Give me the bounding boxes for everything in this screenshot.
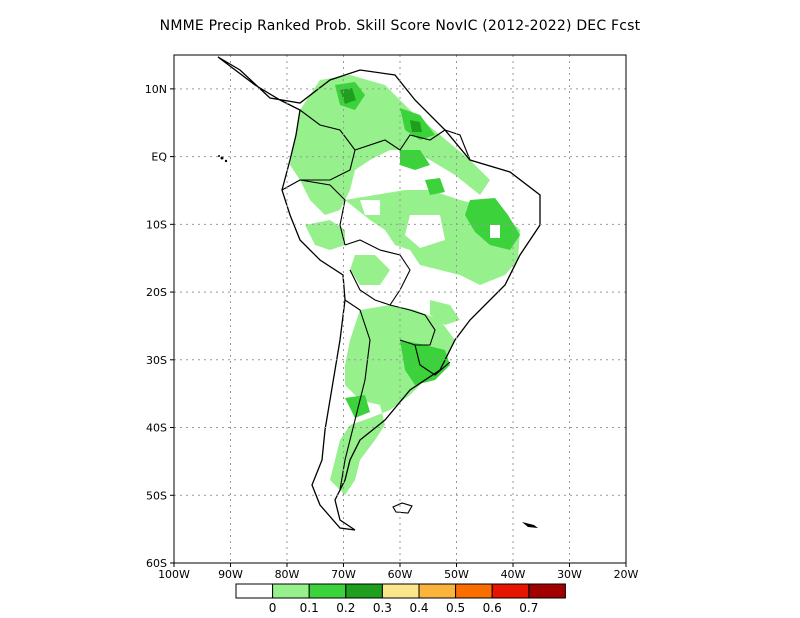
no-skill-patches [360, 168, 500, 248]
country-borders [281, 109, 471, 491]
colorbar-swatch [235, 583, 274, 599]
colorbar-swatch [455, 583, 493, 599]
colorbar-label: 0.2 [336, 601, 355, 615]
colorbar-swatch [381, 583, 420, 599]
lon-tick-label: 50W [444, 568, 469, 581]
lon-tick-label: 70W [331, 568, 356, 581]
lat-tick-label: 10S [146, 218, 167, 231]
colorbar-swatch [418, 583, 457, 599]
colorbar-swatch [272, 583, 310, 599]
south-america-coastline [217, 56, 541, 531]
colorbar-label: 0.5 [446, 601, 465, 615]
colorbar-swatch [345, 583, 383, 599]
lat-tick-label: 50S [146, 489, 167, 502]
lon-tick-label: 90W [218, 568, 243, 581]
colorbar-label: 0.7 [519, 601, 538, 615]
lat-tick-label: EQ [151, 151, 167, 164]
galapagos-islands [218, 155, 228, 163]
lon-tick-label: 100W [158, 568, 190, 581]
lat-tick-label: 30S [146, 354, 167, 367]
colorbar-label: 0.4 [409, 601, 428, 615]
colorbar-label: 0 [269, 601, 277, 615]
lon-tick-label: 40W [501, 568, 526, 581]
lat-tick-label: 40S [146, 422, 167, 435]
lon-tick-label: 80W [275, 568, 300, 581]
lon-tick-label: 30W [557, 568, 582, 581]
colorbar-swatch [491, 583, 530, 599]
lat-tick-label: 60S [146, 557, 167, 570]
colorbar-label: 0.3 [373, 601, 392, 615]
lon-tick-label: 20W [614, 568, 639, 581]
lon-tick-label: 60W [388, 568, 413, 581]
lat-tick-label: 20S [146, 286, 167, 299]
colorbar-swatch [528, 583, 566, 599]
colorbar-swatch [308, 583, 347, 599]
colorbar-label: 0.6 [483, 601, 502, 615]
map-title: NMME Precip Ranked Prob. Skill Score Nov… [159, 18, 641, 34]
colorbar: 0 0.1 0.2 0.3 0.4 0.5 0.6 0.7 [235, 583, 566, 615]
colorbar-label: 0.1 [300, 601, 319, 615]
lat-tick-label: 10N [145, 83, 167, 96]
falkland-islands [392, 502, 413, 514]
lat-lon-grid [174, 55, 626, 563]
south-georgia-island [522, 522, 538, 528]
